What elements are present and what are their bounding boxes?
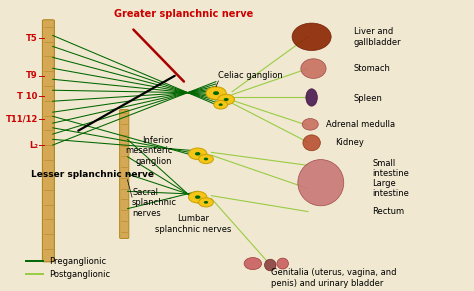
Circle shape bbox=[224, 98, 228, 101]
Legend: Preganglionic, Postganglionic: Preganglionic, Postganglionic bbox=[23, 254, 114, 283]
Ellipse shape bbox=[303, 135, 320, 151]
Circle shape bbox=[189, 191, 207, 203]
Text: T 10: T 10 bbox=[18, 92, 38, 100]
Ellipse shape bbox=[306, 89, 318, 106]
Circle shape bbox=[206, 87, 226, 100]
Circle shape bbox=[219, 103, 223, 106]
Circle shape bbox=[195, 195, 201, 199]
Text: Celiac ganglion: Celiac ganglion bbox=[219, 71, 283, 80]
Circle shape bbox=[213, 91, 219, 95]
Circle shape bbox=[214, 100, 228, 109]
Ellipse shape bbox=[298, 159, 344, 206]
Text: Stomach: Stomach bbox=[354, 64, 391, 73]
Ellipse shape bbox=[244, 258, 262, 270]
Text: Spleen: Spleen bbox=[354, 94, 383, 103]
Text: T9: T9 bbox=[26, 71, 38, 80]
Circle shape bbox=[199, 198, 213, 207]
Text: Small
intestine: Small intestine bbox=[372, 159, 409, 178]
Text: Greater splanchnic nerve: Greater splanchnic nerve bbox=[114, 9, 254, 19]
FancyBboxPatch shape bbox=[43, 20, 55, 262]
Text: Lumbar
splanchnic nerves: Lumbar splanchnic nerves bbox=[155, 214, 231, 234]
Circle shape bbox=[199, 154, 213, 164]
Circle shape bbox=[204, 201, 208, 204]
Text: Kidney: Kidney bbox=[336, 138, 365, 147]
Ellipse shape bbox=[292, 23, 331, 51]
Text: Sacral
splanchnic
nerves: Sacral splanchnic nerves bbox=[132, 188, 177, 218]
Circle shape bbox=[218, 94, 235, 105]
Text: Genitalia (uterus, vagina, and
penis) and urinary bladder: Genitalia (uterus, vagina, and penis) an… bbox=[271, 268, 397, 288]
Circle shape bbox=[195, 152, 201, 155]
Text: Adrenal medulla: Adrenal medulla bbox=[326, 120, 395, 129]
Text: Lesser splanchnic nerve: Lesser splanchnic nerve bbox=[30, 170, 154, 178]
Circle shape bbox=[189, 148, 207, 159]
Text: T5: T5 bbox=[26, 34, 38, 43]
Ellipse shape bbox=[277, 258, 288, 269]
Circle shape bbox=[204, 158, 208, 160]
Text: Liver and
gallbladder: Liver and gallbladder bbox=[354, 27, 401, 47]
Text: Rectum: Rectum bbox=[372, 207, 404, 216]
Ellipse shape bbox=[301, 59, 326, 78]
Ellipse shape bbox=[264, 259, 276, 271]
Text: L₂: L₂ bbox=[29, 141, 38, 150]
Text: Large
intestine: Large intestine bbox=[372, 179, 409, 198]
Text: Inferior
mesenteric
ganglion: Inferior mesenteric ganglion bbox=[125, 136, 173, 166]
Text: T11/12: T11/12 bbox=[6, 115, 38, 124]
Ellipse shape bbox=[302, 118, 318, 130]
FancyBboxPatch shape bbox=[119, 110, 129, 238]
